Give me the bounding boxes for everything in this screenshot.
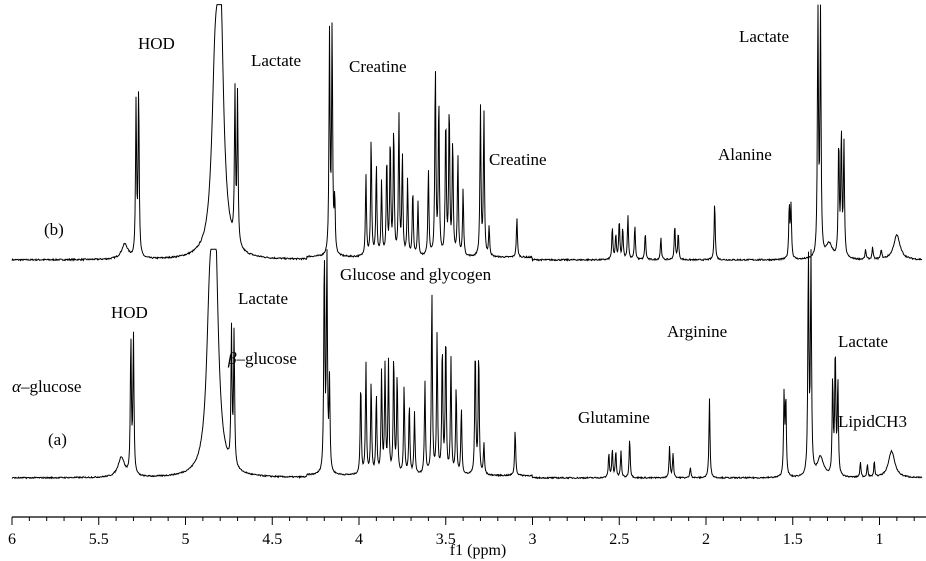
- x-tick-label: 1: [876, 531, 884, 548]
- x-tick-label: 1.5: [783, 531, 803, 548]
- x-tick-label: 4: [355, 531, 363, 548]
- annotation-lactate-a-2: Lactate: [838, 332, 888, 351]
- annotation-hod-a: HOD: [111, 303, 148, 322]
- x-tick-label: 5: [182, 531, 190, 548]
- x-tick-label: 2: [702, 531, 710, 548]
- beta-glucose-text: –glucose: [235, 349, 296, 368]
- annotation-arginine: Arginine: [667, 322, 727, 341]
- spectrum-label-b: (b): [44, 220, 64, 239]
- spectrum-trace-a: [11, 248, 923, 480]
- spectra-group: [11, 4, 923, 480]
- annotation-lactate-a-1: Lactate: [238, 289, 288, 308]
- x-tick-label: 4.5: [262, 531, 282, 548]
- annotation-lipidch3: LipidCH3: [838, 412, 907, 431]
- annotation-alpha-glucose: α–glucose: [12, 377, 81, 396]
- annotation-creatine-b-1: Creatine: [349, 57, 407, 76]
- annotation-lactate-b-1: Lactate: [251, 51, 301, 70]
- x-tick-label: 5.5: [89, 531, 109, 548]
- annotation-lactate-b-2: Lactate: [739, 27, 789, 46]
- annotation-hod-b: HOD: [138, 34, 175, 53]
- x-tick-label: 3: [529, 531, 537, 548]
- x-axis-label: f1 (ppm): [450, 542, 506, 559]
- annotation-creatine-b-2: Creatine: [489, 150, 547, 169]
- x-tick-label: 2.5: [609, 531, 629, 548]
- spectrum-label-a: (a): [48, 430, 67, 449]
- annotation-glucose-glycogen: Glucose and glycogen: [340, 265, 492, 284]
- x-axis-ticks: 6 5.5 5 4.5 4 3.5 3 2.5 2 1.5 1: [8, 517, 915, 548]
- beta-symbol: β: [227, 349, 237, 368]
- x-tick-label: 3.5: [436, 531, 456, 548]
- alpha-glucose-text: –glucose: [20, 377, 81, 396]
- spectrum-trace-b: [11, 4, 923, 263]
- alpha-symbol: α: [12, 377, 22, 396]
- annotation-alanine-b: Alanine: [718, 145, 772, 164]
- annotation-glutamine: Glutamine: [578, 408, 650, 427]
- x-tick-label: 6: [8, 531, 16, 548]
- annotation-beta-glucose: β–glucose: [227, 349, 297, 368]
